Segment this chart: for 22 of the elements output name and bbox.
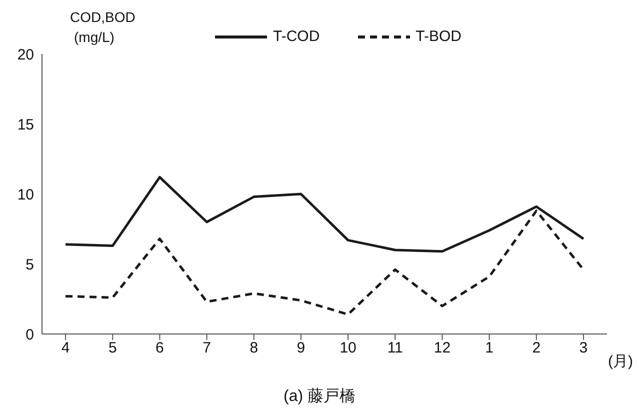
x-tick-label: 1 [485, 340, 494, 357]
x-tick-label: 7 [202, 340, 211, 357]
legend-label: T-COD [273, 28, 320, 45]
y-tick-label: 0 [26, 326, 34, 344]
x-tick-label: 4 [61, 340, 70, 357]
y-axis-title: COD,BOD (mg/L) [70, 8, 136, 47]
x-tick-label: 3 [579, 340, 588, 357]
x-tick-label: 2 [532, 340, 541, 357]
x-tick-label: 10 [340, 340, 356, 357]
y-tick-label: 5 [26, 256, 34, 274]
x-tick-label: 5 [108, 340, 117, 357]
x-tick-label: 12 [434, 340, 451, 357]
y-tick-label: 20 [17, 46, 34, 64]
x-tick-label: 11 [387, 340, 403, 357]
y-tick-label: 10 [17, 186, 34, 204]
x-tick-label: 8 [250, 340, 258, 357]
legend-label: T-BOD [416, 28, 462, 45]
y-tick-label: 15 [17, 116, 34, 134]
x-axis-title: (月) [608, 352, 633, 371]
x-tick-label: 6 [156, 340, 164, 357]
text: (a) 藤戸橋 [282, 386, 356, 407]
x-tick-label: 9 [296, 340, 306, 357]
